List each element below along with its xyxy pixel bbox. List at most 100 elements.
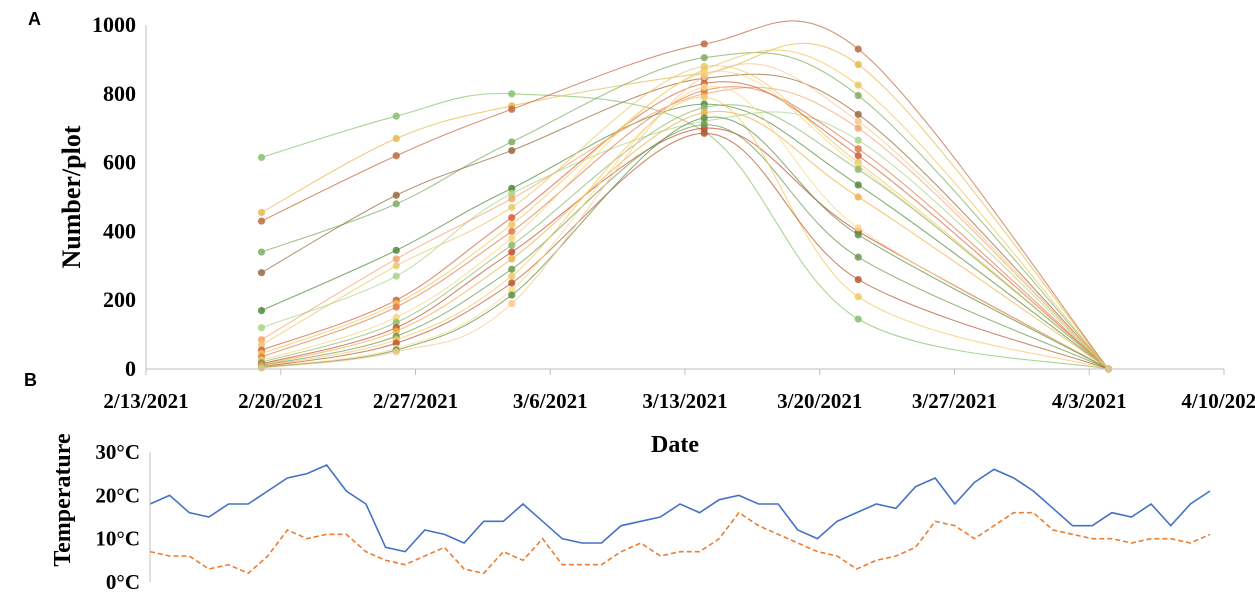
data-point <box>257 269 266 277</box>
series-line <box>261 71 1109 370</box>
data-point <box>508 105 516 113</box>
data-point <box>392 348 400 356</box>
data-point <box>700 83 708 91</box>
temp-y-tick-label: 30°C <box>95 440 140 464</box>
data-point <box>508 241 516 249</box>
y-tick-labels: 0 200 400 600 800 1000 <box>92 12 136 381</box>
data-point <box>854 60 862 69</box>
data-point <box>508 300 516 308</box>
temp-y-axis-label: Temperature <box>50 433 76 567</box>
data-point <box>700 114 708 122</box>
data-point <box>508 214 516 222</box>
y-tick-label: 1000 <box>92 12 136 37</box>
data-point <box>257 153 266 162</box>
data-point <box>854 193 862 201</box>
data-point <box>508 90 516 98</box>
data-point <box>508 248 516 256</box>
data-point <box>508 138 516 146</box>
panel-a-label: A <box>28 9 41 29</box>
data-point <box>392 272 400 280</box>
x-tick-label: 3/20/2021 <box>777 389 862 413</box>
data-points <box>257 40 1113 373</box>
temp-y-tick-label: 0°C <box>106 570 140 594</box>
data-point <box>854 165 862 174</box>
x-tick-label: 4/3/2021 <box>1052 389 1127 413</box>
max-temp-line <box>149 464 1211 553</box>
temp-y-tick-label: 10°C <box>95 527 140 551</box>
x-tick-label: 2/20/2021 <box>238 389 323 413</box>
x-tick-label: 3/27/2021 <box>912 389 997 413</box>
data-point <box>392 112 400 120</box>
data-point <box>257 306 266 315</box>
series-line <box>261 63 1109 370</box>
data-point <box>508 203 516 211</box>
data-point <box>854 253 862 261</box>
data-point <box>854 124 862 132</box>
temp-y-tick-label: 20°C <box>95 483 140 507</box>
x-tick-label: 4/10/2021 <box>1181 389 1255 413</box>
data-point <box>508 255 516 263</box>
data-point <box>700 40 708 48</box>
data-point <box>700 103 708 112</box>
data-point <box>854 81 862 89</box>
data-point <box>508 279 516 287</box>
data-point <box>392 327 400 335</box>
data-point <box>508 146 516 155</box>
data-point <box>392 262 400 270</box>
data-point <box>854 231 862 239</box>
y-tick-label: 200 <box>103 287 136 312</box>
data-point <box>700 109 708 117</box>
data-point <box>392 303 400 311</box>
data-point <box>854 152 862 160</box>
data-point <box>700 121 708 129</box>
series-line <box>261 86 1109 370</box>
data-point <box>257 336 266 344</box>
data-point <box>392 191 400 199</box>
y-tick-label: 600 <box>103 150 136 175</box>
series-lines <box>261 20 1109 370</box>
data-point <box>700 129 708 137</box>
data-point <box>508 227 516 235</box>
data-point <box>392 318 400 327</box>
data-point <box>257 341 266 349</box>
data-point <box>392 134 400 143</box>
temp-y-tick-labels: 0°C 10°C 20°C 30°C <box>95 440 140 594</box>
data-point <box>392 339 400 347</box>
data-point <box>392 152 400 160</box>
data-point <box>392 255 400 263</box>
temperature-line-chart: 0°C 10°C 20°C 30°C Temperature <box>50 433 1211 594</box>
x-tick-label: 3/13/2021 <box>642 389 727 413</box>
data-point <box>392 313 400 321</box>
data-point <box>854 91 862 100</box>
data-point <box>854 136 862 144</box>
data-point <box>854 181 862 189</box>
data-point <box>700 73 708 81</box>
data-point <box>508 234 516 242</box>
data-point <box>257 324 266 332</box>
x-tick-labels: 2/13/2021 2/20/2021 2/27/2021 3/6/2021 3/13/… <box>103 369 1255 413</box>
data-point <box>854 145 862 153</box>
panel-b-label: B <box>24 370 37 390</box>
data-point <box>257 248 266 256</box>
data-point <box>854 315 862 323</box>
series-line <box>261 127 1109 370</box>
x-tick-label: 2/27/2021 <box>373 389 458 413</box>
data-point <box>392 246 400 254</box>
min-temp-line <box>149 511 1211 575</box>
series-line <box>261 65 1109 370</box>
scatter-chart: 0 200 400 600 800 1000 2/13/2021 2/20/2021 2/27… <box>57 12 1255 458</box>
series-line <box>261 42 1109 370</box>
data-point <box>508 195 516 203</box>
data-point <box>508 220 516 229</box>
data-point <box>854 117 862 125</box>
temperature-lines <box>149 464 1211 575</box>
data-point <box>854 275 862 284</box>
data-point <box>508 189 516 198</box>
y-tick-label: 400 <box>103 218 136 243</box>
y-tick-label: 0 <box>125 356 136 381</box>
data-point <box>257 208 266 217</box>
data-point <box>854 224 862 232</box>
y-axis-label: Number/plot <box>57 125 86 268</box>
x-tick-label: 2/13/2021 <box>103 389 188 413</box>
